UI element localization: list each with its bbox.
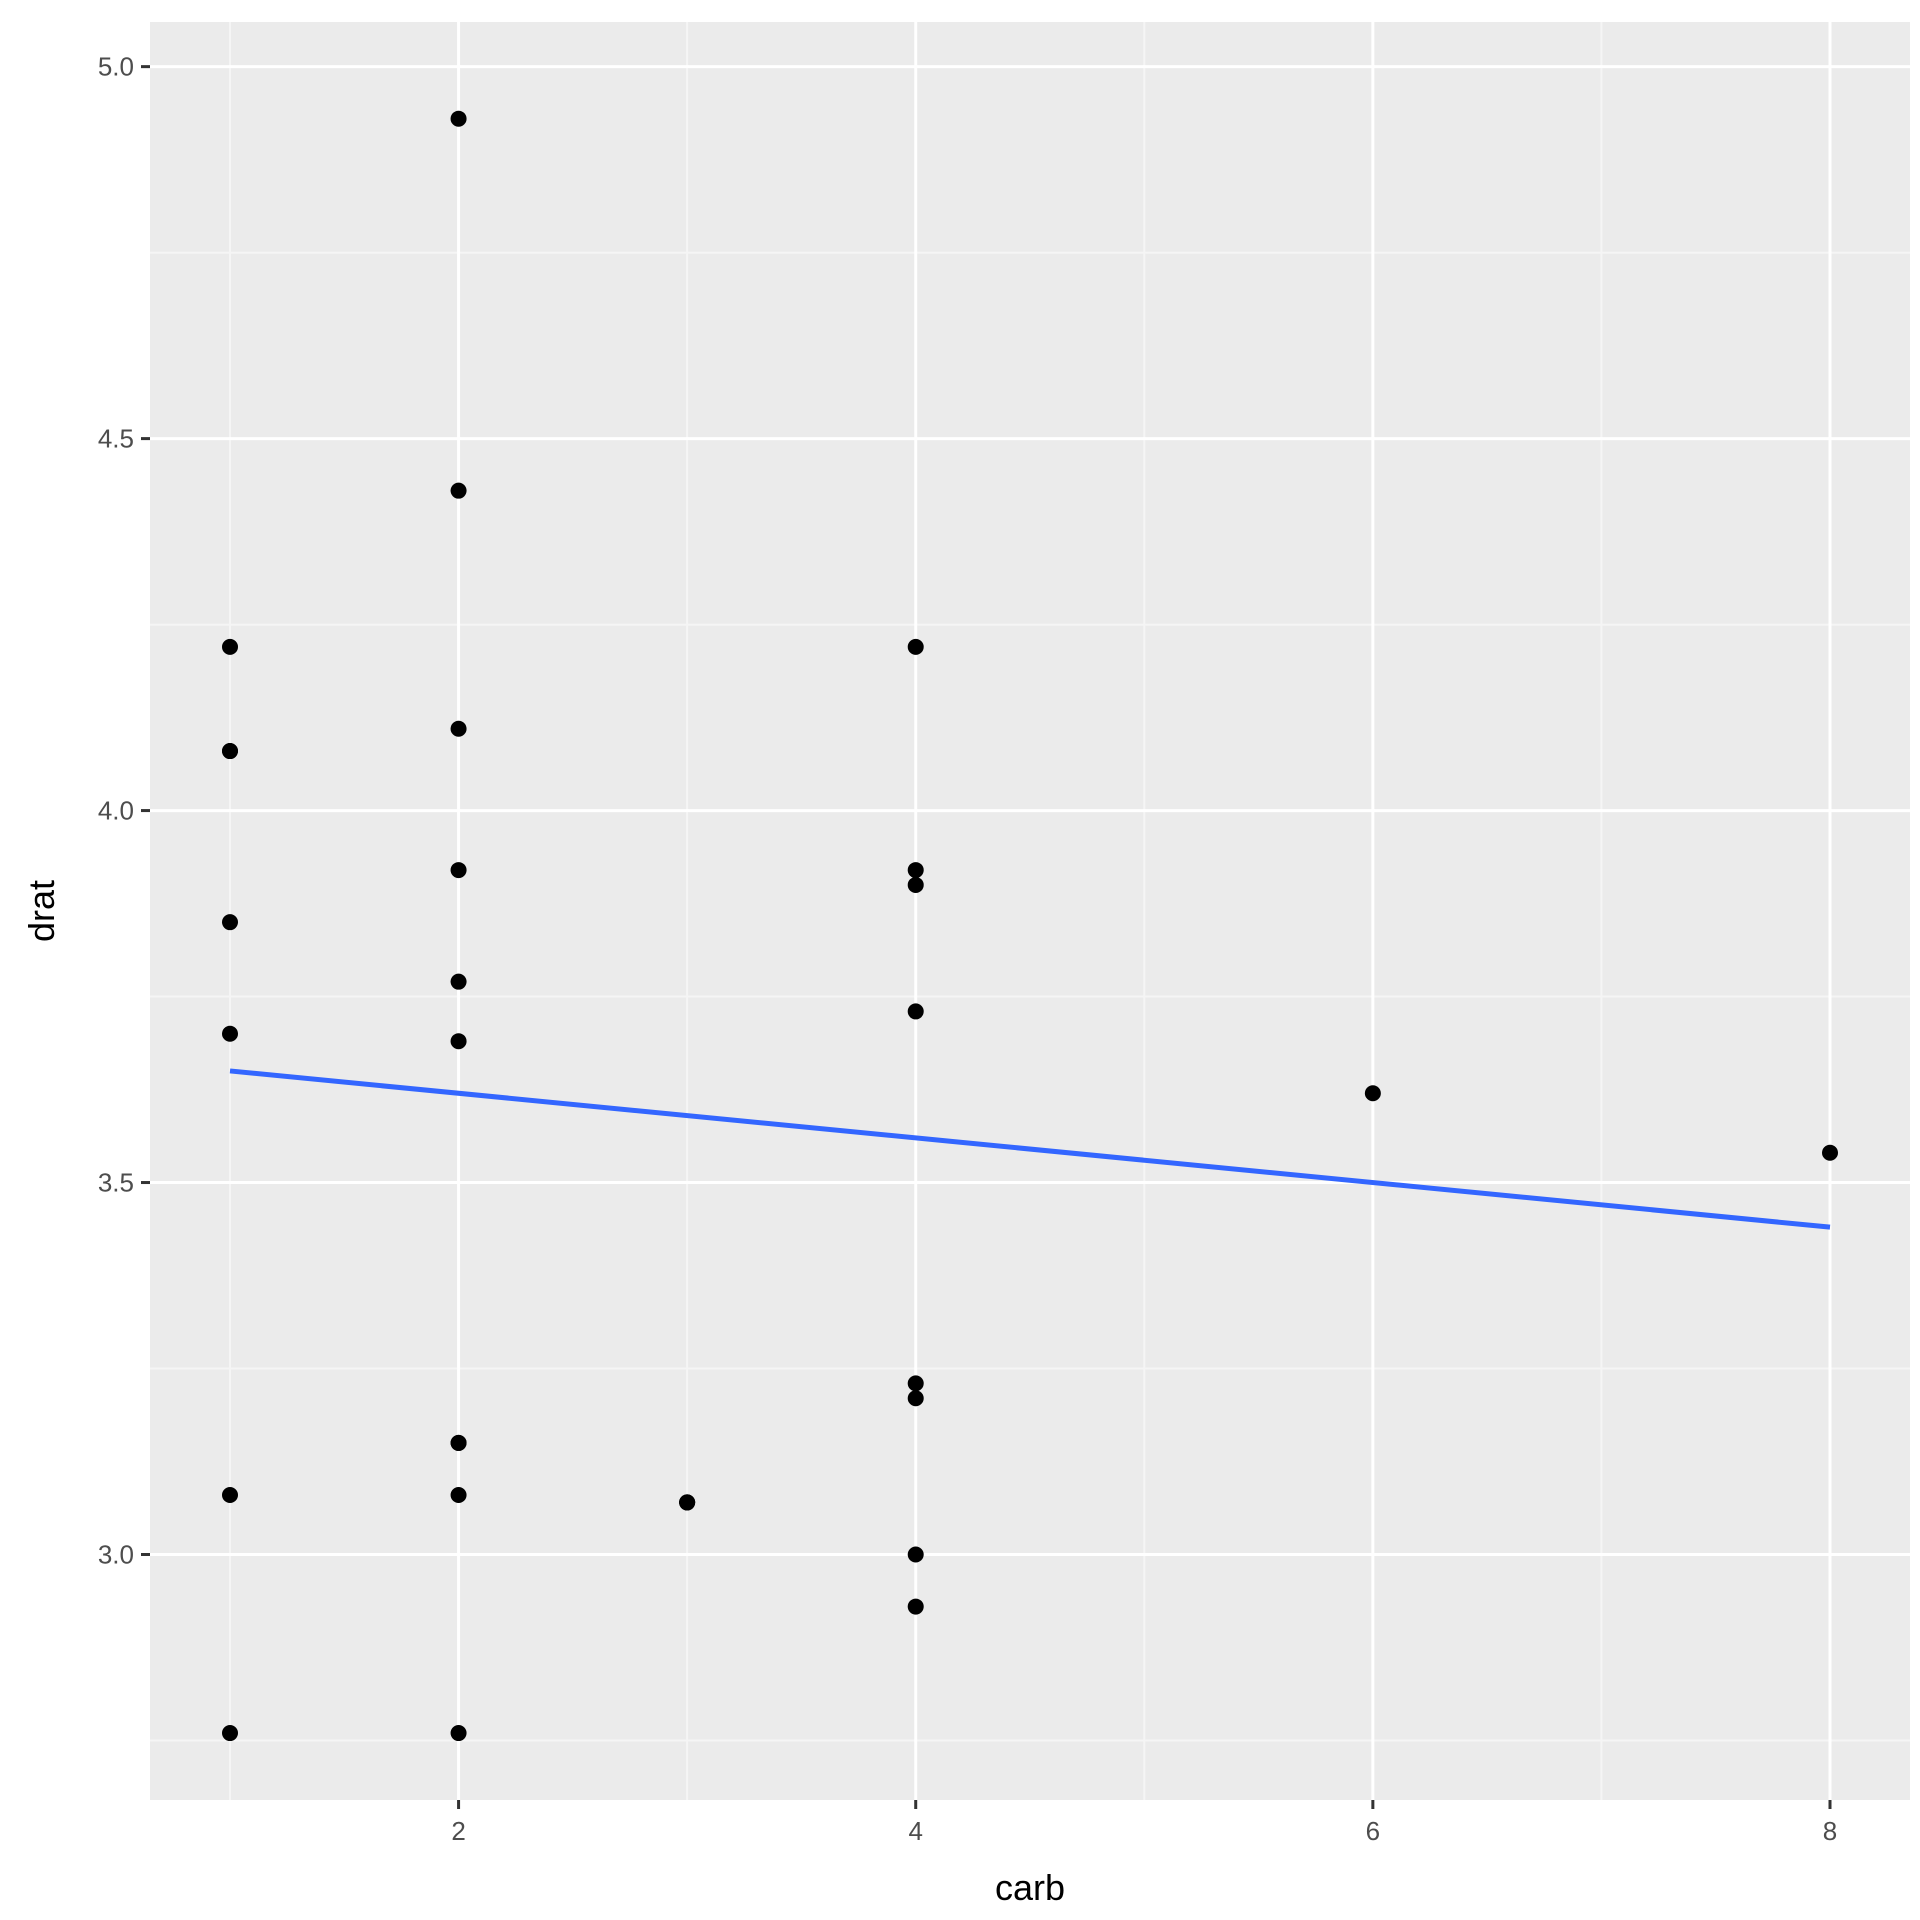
regression-line [229,1068,1831,1230]
x-tick-label: 8 [1823,1816,1837,1846]
data-point [222,1486,238,1503]
y-tick-label: 5.0 [98,52,134,82]
data-point [450,1725,467,1742]
data-point [907,638,924,655]
data-point [907,1375,924,1392]
y-tick-label: 3.5 [98,1168,134,1198]
data-point [907,1546,924,1563]
y-tick-label: 3.0 [98,1540,134,1570]
data-point [907,862,924,879]
x-tick-label: 6 [1366,1816,1380,1846]
data-point [907,1390,924,1407]
data-point [222,638,238,655]
x-axis: 2 4 6 8 [451,1800,1837,1846]
data-point [450,973,467,990]
data-point [450,1486,467,1503]
data-point [222,1025,238,1042]
y-tick-label: 4.0 [98,796,134,826]
data-point [907,1003,924,1020]
data-point [450,1033,467,1050]
x-axis-title: carb [995,1867,1065,1908]
data-point [1822,1144,1838,1161]
data-point [222,1725,238,1742]
trend-line-layer [229,1068,1831,1230]
plot-panel [150,22,1910,1800]
y-axis: 3.0 3.5 4.0 4.5 5.0 [98,52,150,1570]
major-gridlines [150,22,1910,1800]
x-tick-label: 4 [908,1816,922,1846]
data-point [222,914,238,931]
data-point [679,1494,696,1511]
minor-gridlines [150,22,1910,1800]
data-point [450,1434,467,1451]
y-tick-label: 4.5 [98,424,134,454]
data-point [222,743,238,760]
data-point [450,720,467,737]
data-point [907,1598,924,1615]
x-tick-label: 2 [451,1816,465,1846]
data-points [222,110,1838,1742]
data-point [1364,1085,1381,1102]
data-point [450,862,467,879]
data-point [450,482,467,499]
y-axis-title: drat [21,880,62,942]
data-point [907,876,924,893]
data-point [450,110,467,127]
